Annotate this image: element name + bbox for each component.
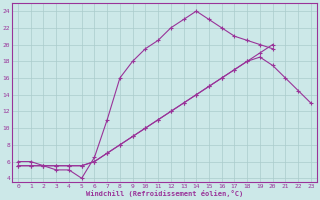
X-axis label: Windchill (Refroidissement éolien,°C): Windchill (Refroidissement éolien,°C) xyxy=(86,190,243,197)
